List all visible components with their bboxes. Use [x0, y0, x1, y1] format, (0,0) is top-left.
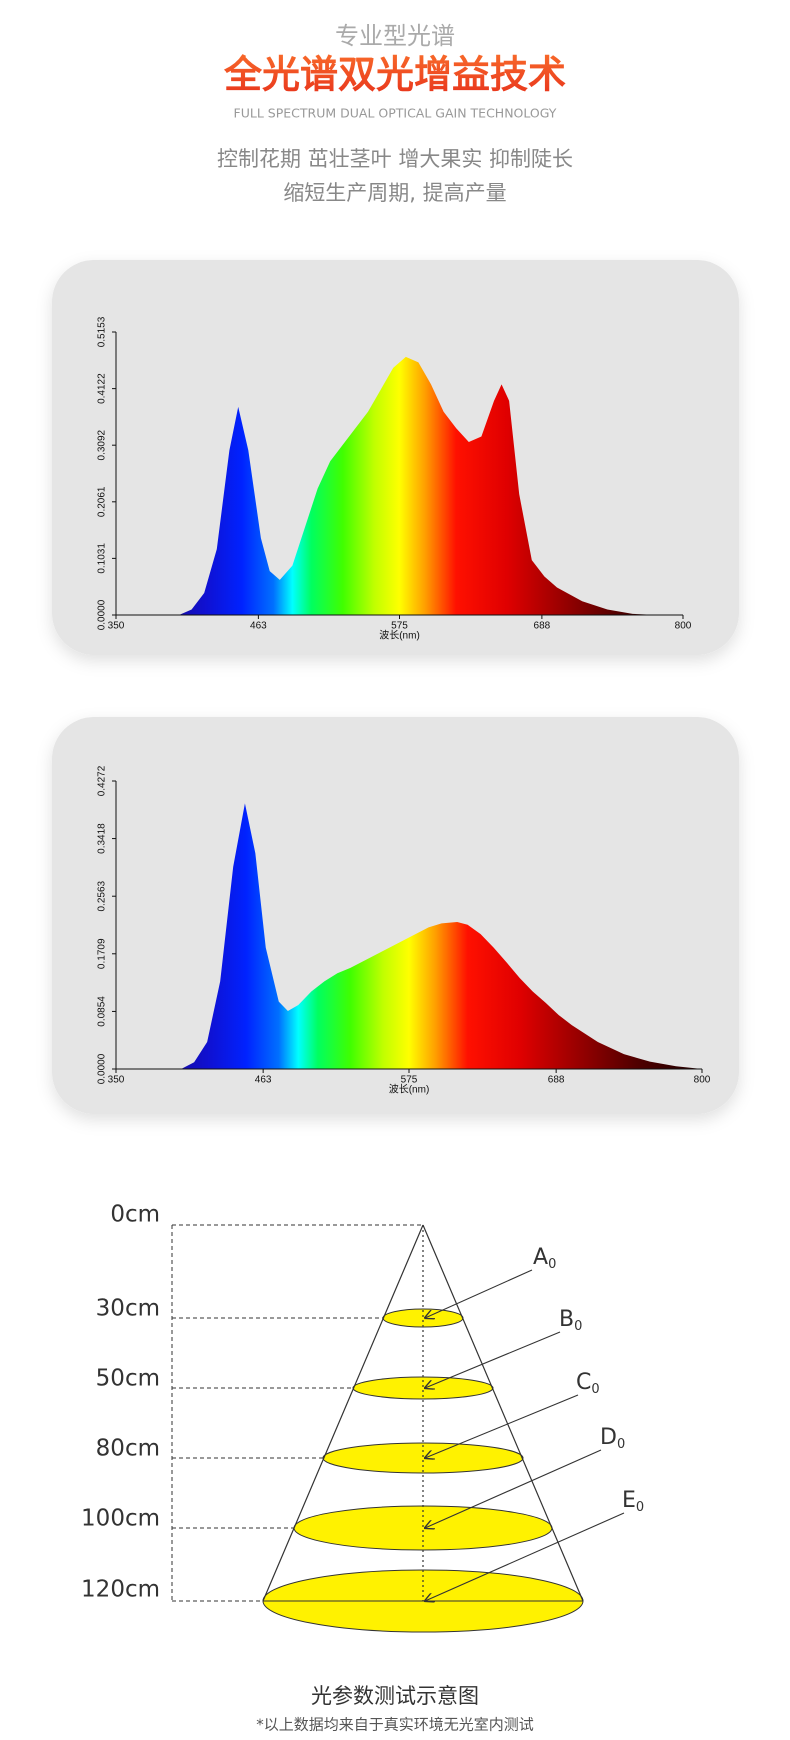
- tagline: 控制花期 茁壮茎叶 增大果实 抑制陡长: [217, 147, 573, 171]
- cone-edge: [422, 1224, 584, 1602]
- spectrum-area: [116, 803, 702, 1069]
- spot-label: B0: [559, 1307, 582, 1334]
- y-tick-label: 0.0000: [97, 599, 108, 630]
- subscript: 0: [636, 1500, 644, 1515]
- spot-label: C0: [576, 1370, 600, 1397]
- x-axis-label: 波长(nm): [389, 1083, 430, 1096]
- y-tick-label: 0.1031: [97, 543, 108, 574]
- y-tick-label: 0.4122: [97, 373, 108, 404]
- x-tick-label: 688: [548, 1075, 565, 1086]
- y-tick-label: 0.2563: [97, 880, 108, 911]
- distance-label: 50cm: [96, 1366, 160, 1392]
- x-tick-label: 350: [108, 1075, 125, 1086]
- english-title: FULL SPECTRUM DUAL OPTICAL GAIN TECHNOLO…: [234, 106, 557, 121]
- letter: A: [533, 1245, 548, 1270]
- y-tick-label: 0.5153: [97, 316, 108, 347]
- cone-diagram: [171, 1224, 625, 1633]
- y-tick-label: 0.0000: [97, 1053, 108, 1084]
- x-tick-label: 688: [534, 621, 551, 632]
- subscript: 0: [548, 1257, 556, 1272]
- x-tick-label: 575: [401, 1075, 418, 1086]
- x-tick-label: 575: [391, 621, 408, 632]
- y-tick-label: 0.2061: [97, 486, 108, 517]
- arrow: [425, 1331, 561, 1388]
- light-spot: [322, 1442, 524, 1474]
- arrow: [425, 1512, 625, 1601]
- spot-label: E0: [622, 1488, 644, 1515]
- cone-edge: [262, 1224, 424, 1602]
- light-spot: [293, 1505, 553, 1551]
- arrow: [425, 1394, 579, 1458]
- y-tick-label: 0.0854: [97, 996, 108, 1027]
- y-tick-label: 0.1709: [97, 938, 108, 969]
- arrow: [425, 1449, 602, 1528]
- subscript: 0: [617, 1437, 625, 1452]
- caption: 光参数测试示意图: [311, 1684, 479, 1708]
- y-tick-label: 0.3092: [97, 429, 108, 460]
- subscript: 0: [591, 1382, 599, 1397]
- x-tick-label: 350: [108, 621, 125, 632]
- title: 全光谱双光增益技术: [223, 53, 566, 97]
- spectrum-area: [116, 356, 683, 615]
- x-tick-label: 463: [250, 621, 267, 632]
- distance-label: 120cm: [81, 1577, 160, 1603]
- charts: 0.0000 0.1031 0.2061 0.3092 0.4122 0.5153 350 4…: [97, 316, 711, 1095]
- letter: D: [600, 1425, 617, 1450]
- distance-label: 80cm: [96, 1436, 160, 1462]
- letter: B: [559, 1307, 574, 1332]
- subscript: 0: [574, 1319, 582, 1334]
- x-tick-label: 800: [694, 1075, 711, 1086]
- distance-label: 0cm: [110, 1202, 160, 1228]
- letter: C: [576, 1370, 591, 1395]
- kicker: 专业型光谱: [335, 22, 455, 50]
- spot-label: D0: [600, 1425, 625, 1452]
- spot-label: A0: [533, 1245, 556, 1272]
- y-tick-label: 0.4272: [97, 765, 108, 796]
- arrow: [425, 1269, 533, 1318]
- y-tick-label: 0.3418: [97, 823, 108, 854]
- distance-label: 100cm: [81, 1506, 160, 1532]
- x-tick-label: 800: [675, 621, 692, 632]
- x-axis-label: 波长(nm): [379, 629, 420, 642]
- x-tick-label: 463: [255, 1075, 272, 1086]
- tagline: 缩短生产周期, 提高产量: [283, 181, 506, 205]
- letter: E: [622, 1488, 636, 1513]
- distance-label: 30cm: [96, 1296, 160, 1322]
- note: *以上数据均来自于真实环境无光室内测试: [256, 1716, 534, 1734]
